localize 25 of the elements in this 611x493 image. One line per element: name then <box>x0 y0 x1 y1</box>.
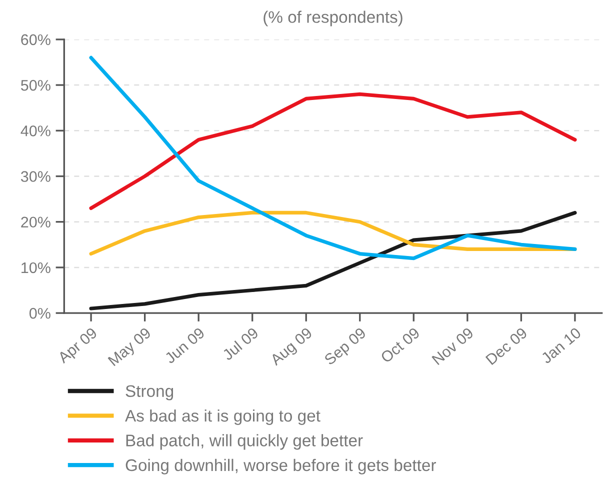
x-tick-label: Dec 09 <box>485 327 528 366</box>
line-series <box>89 92 577 210</box>
legend-label: As bad as it is going to get <box>125 409 320 425</box>
y-tick-label: 20% <box>21 216 50 228</box>
x-tick-label: Apr 09 <box>56 327 100 366</box>
x-tick-label: Jun 09 <box>164 327 206 364</box>
y-tick-label: 40% <box>20 126 50 136</box>
y-tick-label: 10% <box>22 262 50 274</box>
x-tick-label: Aug 09 <box>269 327 315 368</box>
x-tick-label: Oct 09 <box>380 327 420 364</box>
y-tick-label: 60% <box>21 34 50 46</box>
y-tick-label: 30% <box>20 171 50 182</box>
legend-label: Bad patch, will quickly get better <box>126 434 363 450</box>
legend-label: Strong <box>126 385 174 400</box>
x-tick-label: Jan 10 <box>540 326 582 364</box>
legend-label: Going downhill, worse before it gets better <box>126 458 436 474</box>
x-tick-label: Jul 09 <box>221 326 260 361</box>
x-tick-label: Sep 09 <box>324 327 368 368</box>
line-series <box>89 210 577 310</box>
y-tick-label: 50% <box>20 80 50 91</box>
line-series <box>89 56 577 260</box>
y-tick-label: 0% <box>29 308 50 319</box>
x-tick-label: May 09 <box>108 327 154 369</box>
chart-title: (% of respondents) <box>264 10 402 26</box>
x-tick-label: Nov 09 <box>432 327 474 366</box>
